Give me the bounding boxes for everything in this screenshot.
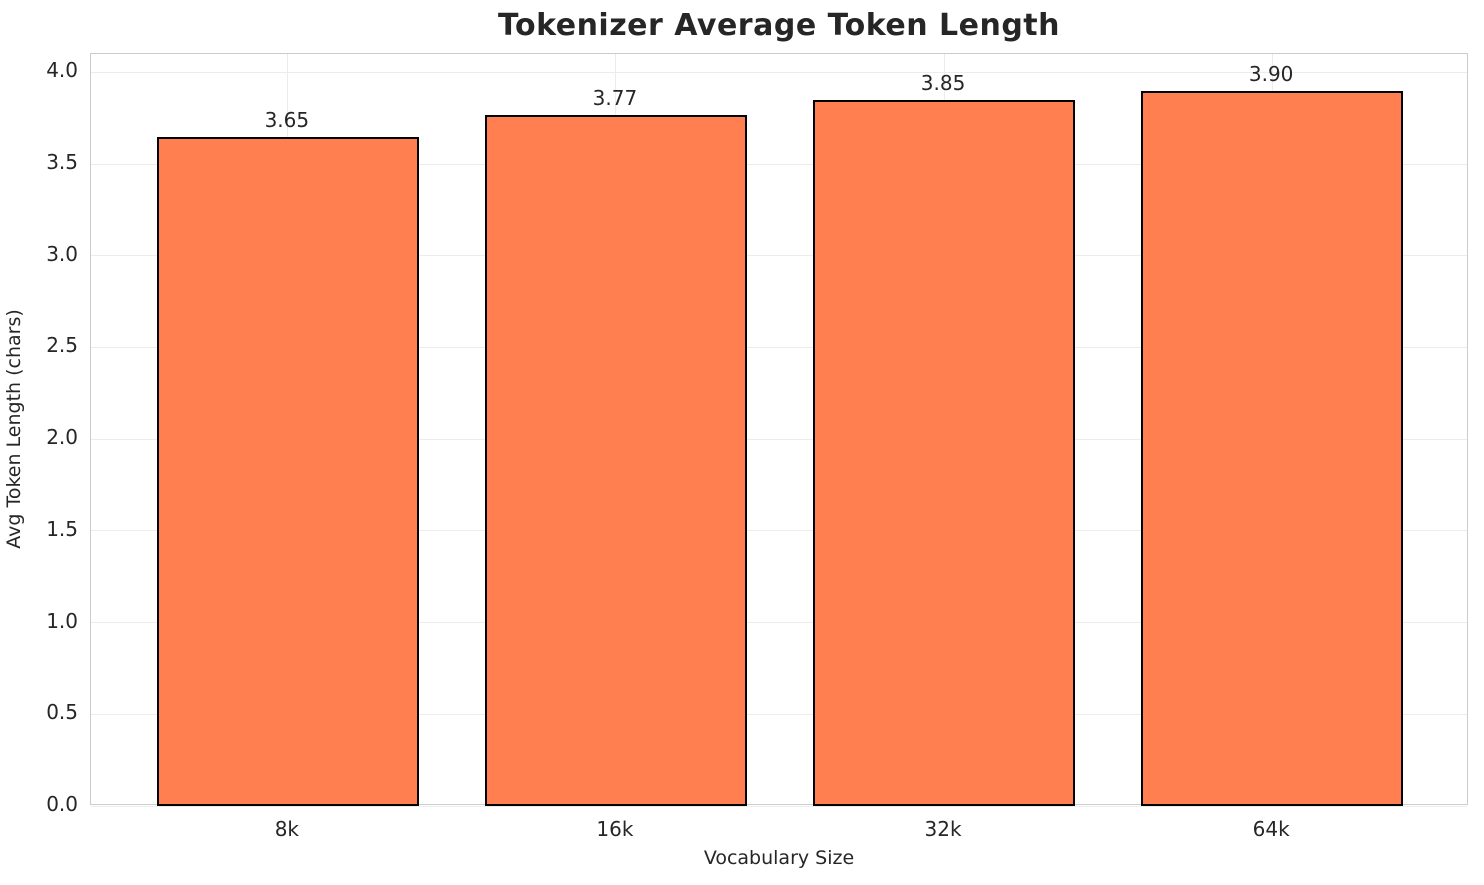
y-tick-label: 3.0	[46, 241, 78, 266]
plot-area	[90, 53, 1468, 807]
grid-line-horizontal	[91, 713, 1467, 715]
x-tick-label: 32k	[924, 817, 962, 841]
grid-line-horizontal	[91, 163, 1467, 165]
grid-line-horizontal	[91, 255, 1467, 257]
grid-line-horizontal	[91, 530, 1467, 532]
y-tick-label: 2.0	[46, 425, 78, 450]
x-tick-label: 16k	[596, 817, 634, 841]
grid-line-horizontal	[91, 622, 1467, 624]
y-tick-label: 1.5	[46, 516, 78, 541]
y-tick-label: 0.5	[46, 700, 78, 725]
bar-8k	[156, 136, 420, 806]
bar-16k	[484, 114, 748, 806]
x-axis-label: Vocabulary Size	[703, 847, 855, 869]
grid-line-horizontal	[91, 71, 1467, 73]
y-tick-label: 0.0	[46, 792, 78, 816]
bar-64k	[1140, 90, 1404, 806]
bar-value-label: 3.85	[920, 70, 966, 95]
y-tick-label: 2.5	[46, 333, 78, 358]
bar-value-label: 3.77	[592, 85, 638, 110]
y-tick-label: 4.0	[46, 58, 78, 83]
grid-line-horizontal	[91, 346, 1467, 348]
y-axis-label: Avg Token Length (chars)	[3, 309, 25, 549]
x-tick-label: 8k	[274, 817, 299, 841]
y-tick-label: 1.0	[46, 608, 78, 633]
x-tick-label: 64k	[1252, 817, 1290, 841]
bar-value-label: 3.65	[264, 107, 310, 132]
chart-title: Tokenizer Average Token Length	[497, 8, 1060, 43]
y-tick-label: 3.5	[46, 150, 78, 175]
grid-line-horizontal	[91, 805, 1467, 807]
bar-value-label: 3.90	[1248, 61, 1294, 86]
grid-line-horizontal	[91, 438, 1467, 440]
bar-32k	[812, 99, 1076, 806]
